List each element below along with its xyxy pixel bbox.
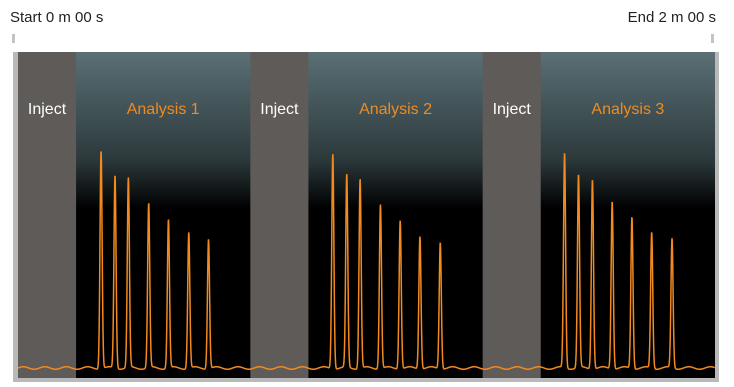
chromatogram-trace: [17, 151, 716, 371]
phase-label-inject: Inject: [493, 101, 532, 118]
start-time-label: Start 0 m 00 s: [10, 9, 104, 26]
phase-label-inject: Inject: [28, 101, 67, 118]
phase-label-analysis: Analysis 2: [359, 101, 432, 118]
inject-band-1: [18, 52, 77, 378]
chart-frame: Inject Analysis 1 Inject Analysis 2 Inject An…: [13, 52, 719, 382]
end-tick-mark: [711, 34, 714, 43]
end-time-label: End 2 m 00 s: [627, 9, 716, 26]
plot-background: [18, 52, 715, 378]
phase-label-analysis: Analysis 1: [127, 101, 200, 118]
phase-label-analysis: Analysis 3: [591, 101, 664, 118]
inject-band-3: [482, 52, 541, 378]
phase-label-inject: Inject: [260, 101, 299, 118]
inject-band-2: [250, 52, 309, 378]
chromatogram-chart: Inject Analysis 1 Inject Analysis 2 Inject An…: [17, 52, 716, 378]
start-tick-mark: [12, 34, 15, 43]
